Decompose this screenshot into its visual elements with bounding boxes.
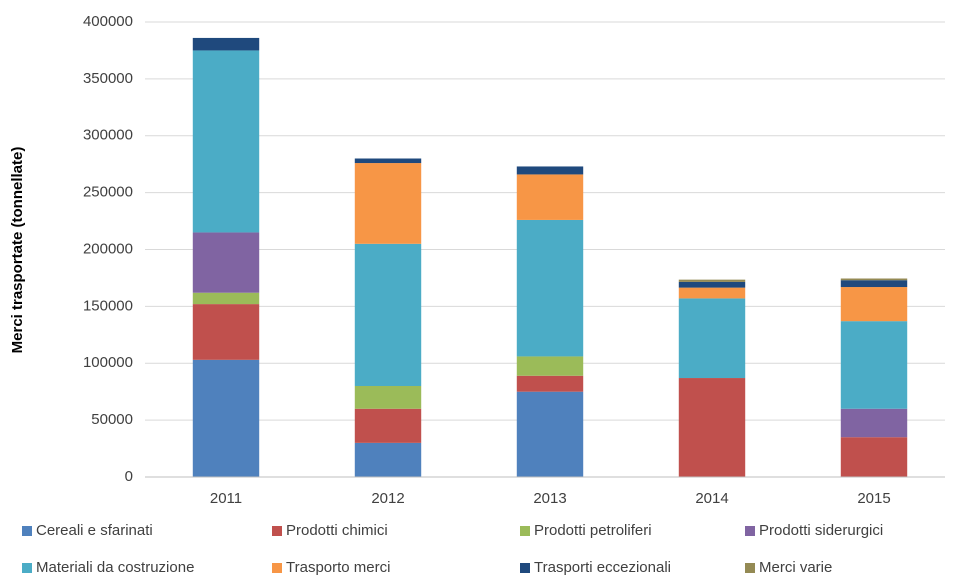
x-tick-label: 2015 xyxy=(857,490,890,507)
y-tick-label: 250000 xyxy=(83,184,133,201)
bar-segment xyxy=(192,50,260,233)
legend-label: Prodotti chimici xyxy=(286,522,388,539)
legend-swatch xyxy=(22,563,32,573)
legend-swatch xyxy=(520,526,530,536)
bar-segment xyxy=(354,386,422,409)
bar-segment xyxy=(840,321,908,409)
bar-segment xyxy=(192,232,260,293)
bar-segment xyxy=(516,219,584,357)
y-tick-label: 0 xyxy=(125,468,133,485)
legend-swatch xyxy=(22,526,32,536)
bar-segment xyxy=(516,356,584,376)
bar-segment xyxy=(840,280,908,288)
y-tick-label: 50000 xyxy=(91,411,133,428)
bar-segment xyxy=(678,298,746,379)
legend-swatch xyxy=(745,526,755,536)
bar-segment xyxy=(678,287,746,299)
y-axis-title: Merci trasportate (tonnellate) xyxy=(9,147,26,354)
legend-label: Cereali e sfarinati xyxy=(36,522,153,539)
legend-label: Merci varie xyxy=(759,559,832,576)
bar-segment xyxy=(678,279,746,282)
bar-segment xyxy=(840,408,908,438)
y-tick-label: 350000 xyxy=(83,70,133,87)
bar-segment xyxy=(840,437,908,477)
legend-swatch xyxy=(272,563,282,573)
legend-label: Prodotti petroliferi xyxy=(534,522,652,539)
bar-segment xyxy=(516,391,584,477)
bar-segment xyxy=(516,174,584,220)
bar-segment xyxy=(192,359,260,477)
x-tick-label: 2014 xyxy=(695,490,728,507)
bar-segment xyxy=(192,304,260,360)
bar-segment xyxy=(354,442,422,477)
y-tick-label: 300000 xyxy=(83,127,133,144)
legend-swatch xyxy=(272,526,282,536)
bar-segment xyxy=(192,37,260,51)
legend-label: Prodotti siderurgici xyxy=(759,522,883,539)
legend-label: Trasporto merci xyxy=(286,559,390,576)
x-tick-label: 2012 xyxy=(371,490,404,507)
bar-segment xyxy=(516,375,584,392)
legend-label: Materiali da costruzione xyxy=(36,559,194,576)
bar-segment xyxy=(840,278,908,281)
bar-segment xyxy=(192,292,260,305)
bar-segment xyxy=(678,281,746,288)
bar-segment xyxy=(516,166,584,175)
bar-segment xyxy=(354,163,422,244)
y-tick-label: 150000 xyxy=(83,297,133,314)
y-tick-label: 200000 xyxy=(83,240,133,257)
bar-segment xyxy=(354,158,422,164)
bar-segment xyxy=(354,408,422,443)
x-tick-label: 2011 xyxy=(210,490,242,507)
x-tick-label: 2013 xyxy=(533,490,566,507)
bar-segment xyxy=(354,243,422,386)
y-tick-label: 400000 xyxy=(83,13,133,30)
legend-label: Trasporti eccezionali xyxy=(534,559,671,576)
bar-segment xyxy=(678,378,746,477)
legend-swatch xyxy=(745,563,755,573)
y-tick-label: 100000 xyxy=(83,354,133,371)
bar-segment xyxy=(840,287,908,322)
legend-swatch xyxy=(520,563,530,573)
